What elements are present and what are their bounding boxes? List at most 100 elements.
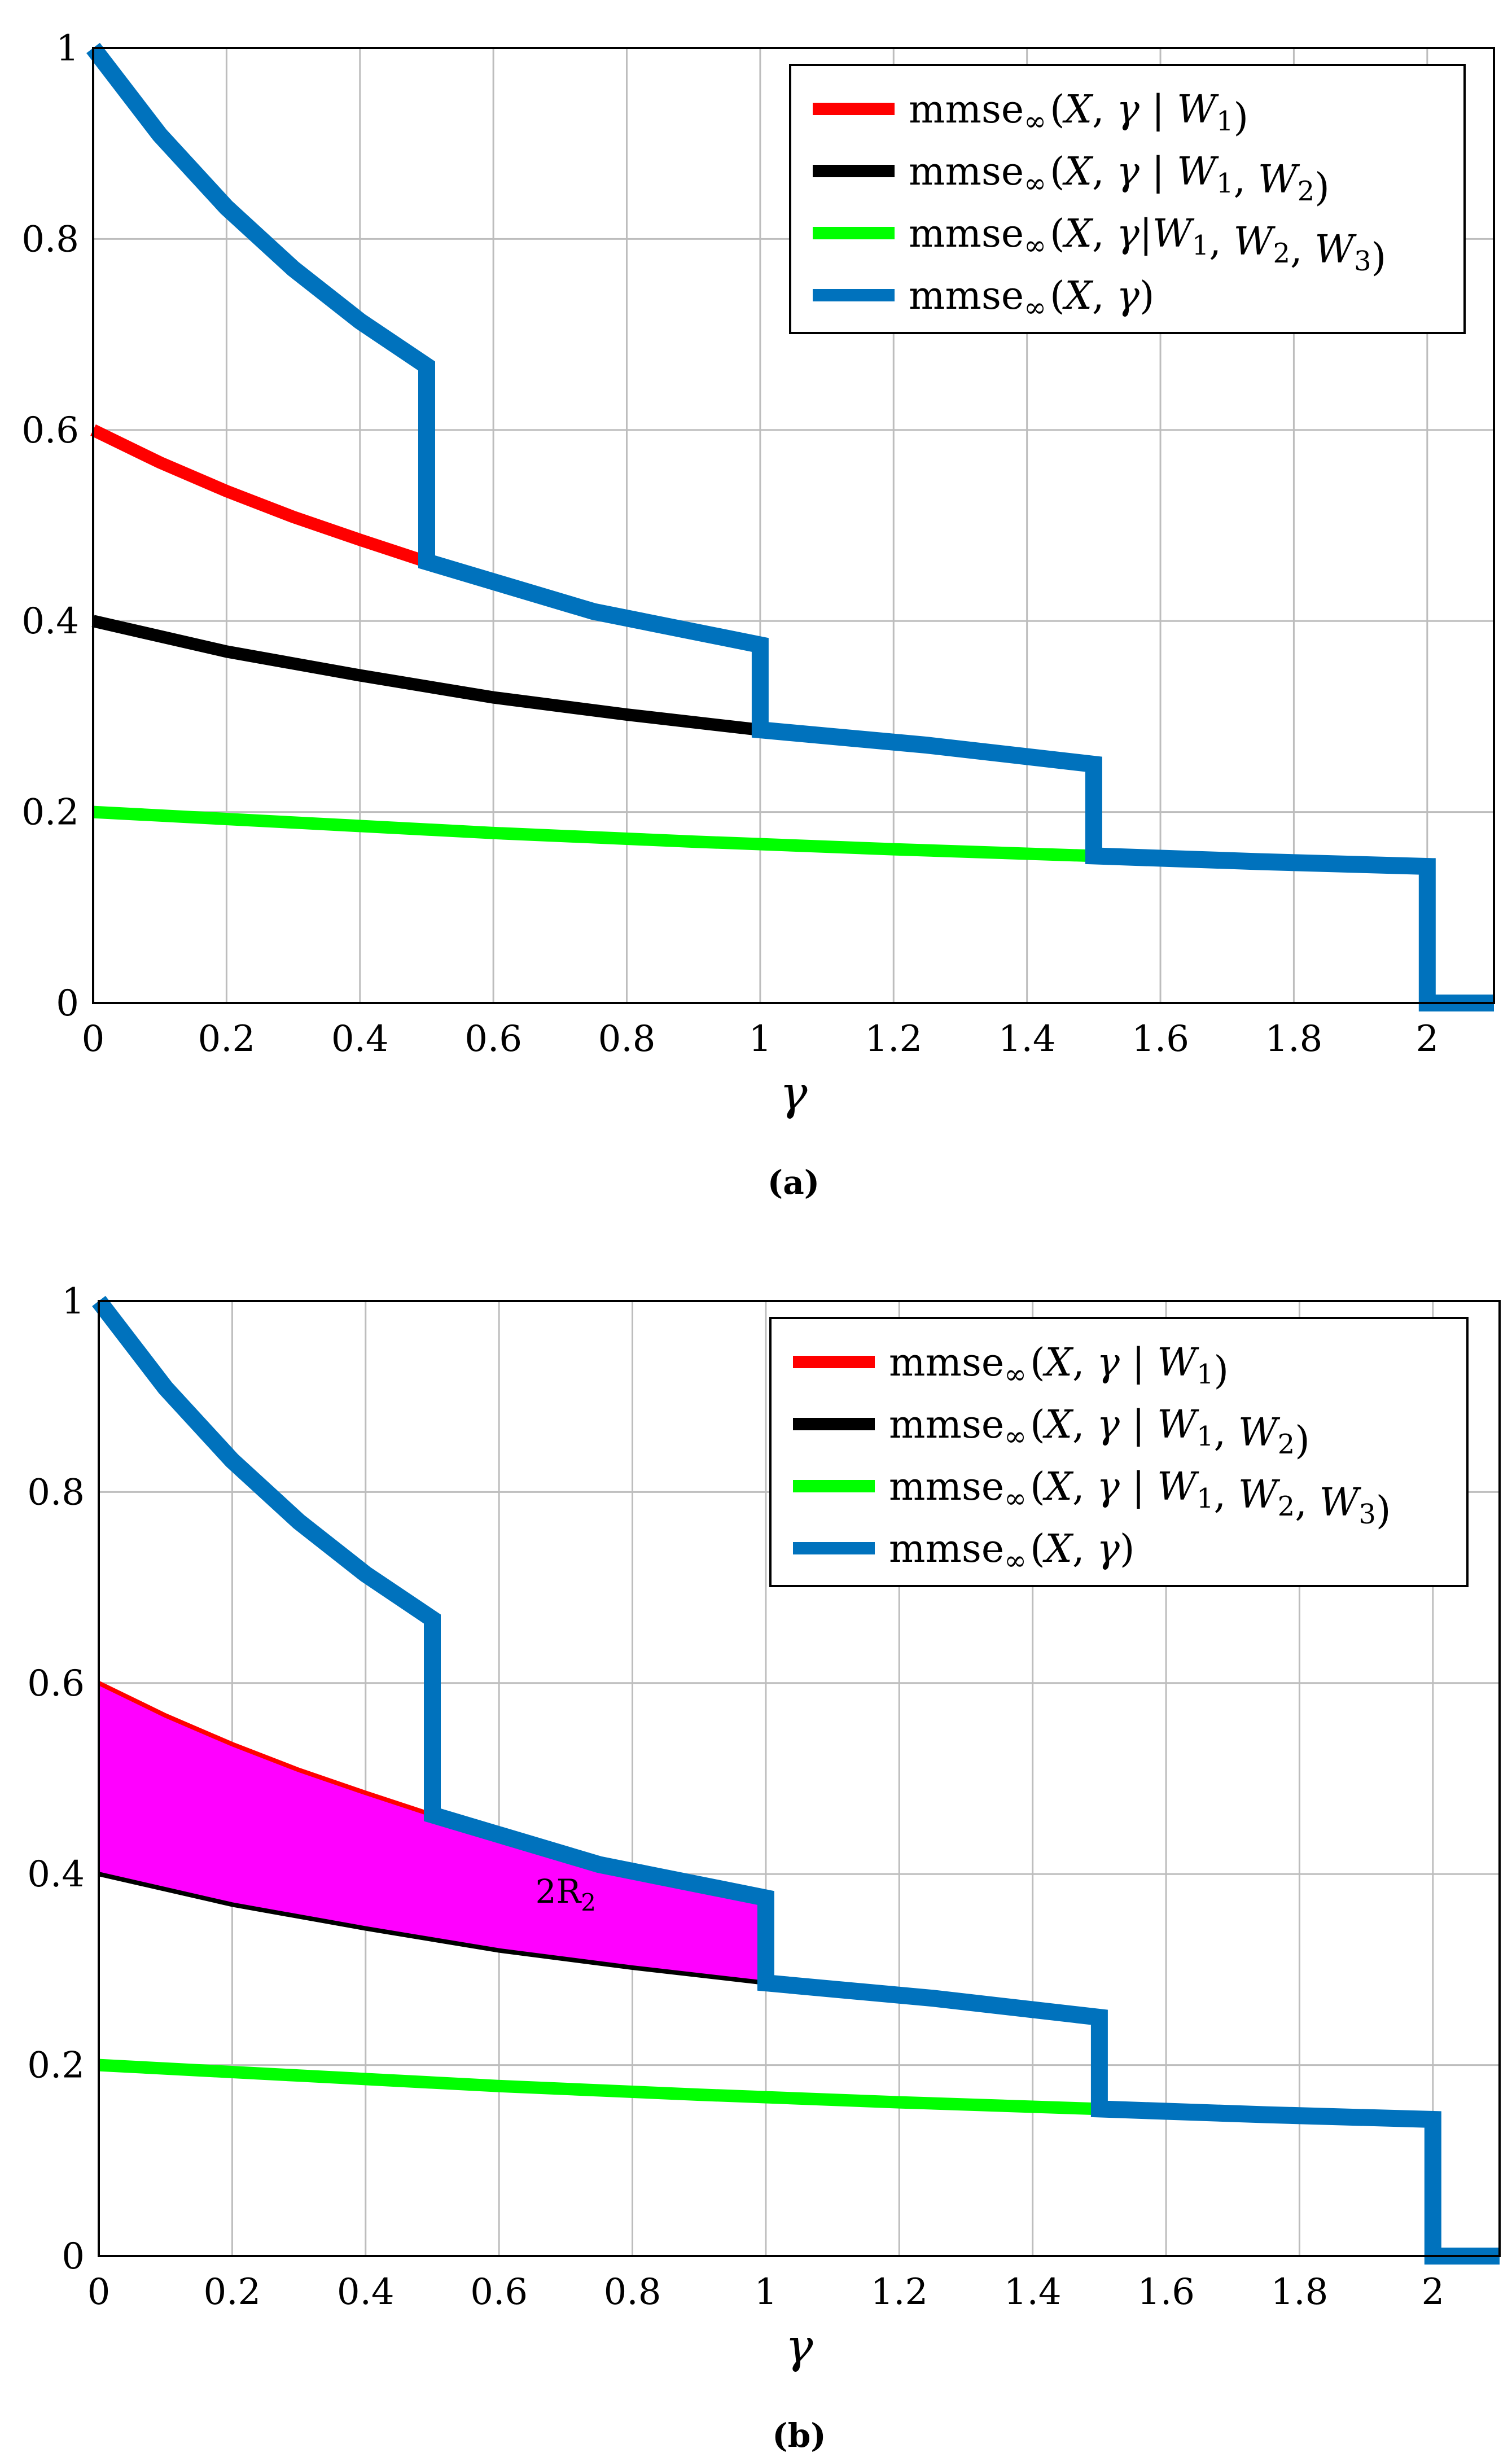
series-line-2	[98, 1872, 766, 1986]
legend-w: W	[1238, 1411, 1281, 1455]
legend-given-bar: |	[1140, 212, 1152, 256]
legend-close-paren: )	[1314, 165, 1330, 210]
legend-close-paren: )	[1140, 274, 1155, 318]
legend-comma: ,	[1295, 1481, 1319, 1525]
legend-var: X	[1042, 1527, 1074, 1571]
legend-given-bar: |	[1120, 1341, 1157, 1385]
legend-separator: ,	[1092, 150, 1116, 194]
series-line-3	[98, 2059, 1100, 2116]
x-tick-label: 0.2	[203, 2271, 261, 2313]
legend-label-4: mmse∞(X, γ)	[889, 1527, 1134, 1576]
legend-given-bar: |	[1120, 1403, 1157, 1447]
legend-gamma: γ	[1097, 1527, 1120, 1571]
x-tick-label: 1.8	[1271, 2271, 1329, 2313]
legend-var: X	[1062, 150, 1094, 194]
legend-prefix: mmse	[889, 1527, 1004, 1571]
x-tick-label: 0	[87, 2271, 111, 2313]
figure-caption: (b)	[772, 2416, 826, 2455]
legend-close-paren: )	[1295, 1418, 1310, 1463]
legend-separator: ,	[1072, 1341, 1097, 1385]
legend-separator: ,	[1092, 212, 1116, 256]
legend-box	[789, 64, 1466, 334]
legend-w: W	[1319, 1481, 1361, 1525]
legend-label-3: mmse∞(X, γ | W1, W2, W3)	[889, 1465, 1391, 1533]
x-tick-label: 0.8	[604, 2271, 661, 2313]
legend-comma: ,	[1234, 157, 1258, 202]
plot-frame	[92, 47, 1495, 1004]
legend-gamma: γ	[1116, 87, 1140, 132]
x-tick-label: 1.4	[1004, 2271, 1062, 2313]
y-tick-label: 0.8	[27, 1471, 85, 1513]
legend-close-paren: )	[1376, 1488, 1391, 1533]
x-tick-label: 0	[82, 1018, 105, 1060]
series-line-1	[98, 1681, 433, 1817]
legend-label-2: mmse∞(X, γ | W1, W2)	[889, 1403, 1310, 1463]
y-tick-label: 0.2	[21, 792, 79, 834]
legend-box	[769, 1317, 1469, 1587]
x-tick-label: 0.6	[464, 1018, 522, 1060]
x-tick-label: 1	[749, 1018, 772, 1060]
legend-w-subscript: 1	[1197, 1359, 1214, 1390]
legend-prefix: mmse	[909, 274, 1024, 318]
legend-open-paren: (	[1030, 1403, 1045, 1447]
legend-var: X	[1062, 212, 1094, 256]
y-tick-label: 0.8	[21, 218, 79, 260]
legend-gamma: γ	[1097, 1465, 1120, 1509]
legend-w-subscript: 2	[1278, 1491, 1295, 1522]
y-tick-label: 0.2	[27, 2045, 85, 2087]
legend-w: W	[1152, 212, 1195, 256]
x-axis-label: γ	[779, 1067, 808, 1120]
legend-w: W	[1177, 150, 1219, 194]
legend-gamma: γ	[1097, 1403, 1120, 1447]
y-tick-label: 0.6	[27, 1663, 85, 1705]
legend-prefix: mmse	[889, 1341, 1004, 1385]
x-tick-label: 0.8	[598, 1018, 656, 1060]
legend-prefix: mmse	[909, 150, 1024, 194]
legend-subscript: ∞	[1024, 292, 1046, 323]
legend-label-2: mmse∞(X, γ | W1, W2)	[909, 150, 1330, 210]
legend-separator: ,	[1092, 87, 1116, 132]
legend-separator: ,	[1072, 1527, 1097, 1571]
legend-subscript: ∞	[1004, 1483, 1027, 1514]
region-label-main: 2R	[536, 1872, 582, 1911]
legend-var: X	[1062, 274, 1094, 318]
legend-w-subscript: 2	[1298, 176, 1315, 207]
legend: mmse∞(X, γ | W1)mmse∞(X, γ | W1, W2)mmse…	[769, 1317, 1469, 1587]
legend-w-subscript: 3	[1358, 1499, 1376, 1530]
legend-w: W	[1157, 1465, 1199, 1509]
chart-panel-a: 0 0.2 0.4 0.6 0.8 1 1.2 1.4 1.6 1.8 2 0 0.2 0.4 0.6 0.8…	[21, 28, 1495, 1202]
y-tick-label: 0.4	[21, 601, 79, 642]
legend-w: W	[1157, 1341, 1199, 1385]
y-tick-label: 0	[56, 983, 79, 1024]
x-tick-label: 1.6	[1137, 2271, 1195, 2313]
y-tick-label: 1	[62, 1281, 85, 1322]
legend-label-3: mmse∞(X, γ|W1, W2, W3)	[909, 212, 1386, 280]
legend-var: X	[1042, 1341, 1074, 1385]
y-tick-label: 0	[62, 2236, 85, 2278]
x-tick-label: 1.2	[870, 2271, 928, 2313]
x-tick-label: 2	[1421, 2271, 1444, 2313]
x-tick-label: 1.6	[1132, 1018, 1189, 1060]
legend-prefix: mmse	[889, 1465, 1004, 1509]
x-tick-label: 1.8	[1265, 1018, 1323, 1060]
x-tick-label: 0.4	[337, 2271, 395, 2313]
legend-open-paren: (	[1050, 150, 1065, 194]
legend-given-bar: |	[1140, 150, 1177, 194]
y-tick-label: 1	[56, 28, 79, 69]
legend-open-paren: (	[1030, 1527, 1045, 1571]
x-tick-label: 1.4	[998, 1018, 1056, 1060]
legend-w: W	[1177, 87, 1219, 132]
legend-var: X	[1062, 87, 1094, 132]
series-line-4	[86, 42, 1494, 1011]
legend-w-subscript: 2	[1278, 1429, 1295, 1460]
plot-frame	[98, 1300, 1501, 2257]
x-tick-label: 1.2	[865, 1018, 922, 1060]
legend-w-subscript: 2	[1273, 238, 1290, 269]
legend-prefix: mmse	[889, 1403, 1004, 1447]
legend-gamma: γ	[1116, 212, 1140, 256]
x-tick-label: 2	[1415, 1018, 1439, 1060]
legend-comma: ,	[1214, 1473, 1238, 1517]
region-label-sub: 2	[581, 1889, 596, 1916]
legend-subscript: ∞	[1004, 1421, 1027, 1452]
